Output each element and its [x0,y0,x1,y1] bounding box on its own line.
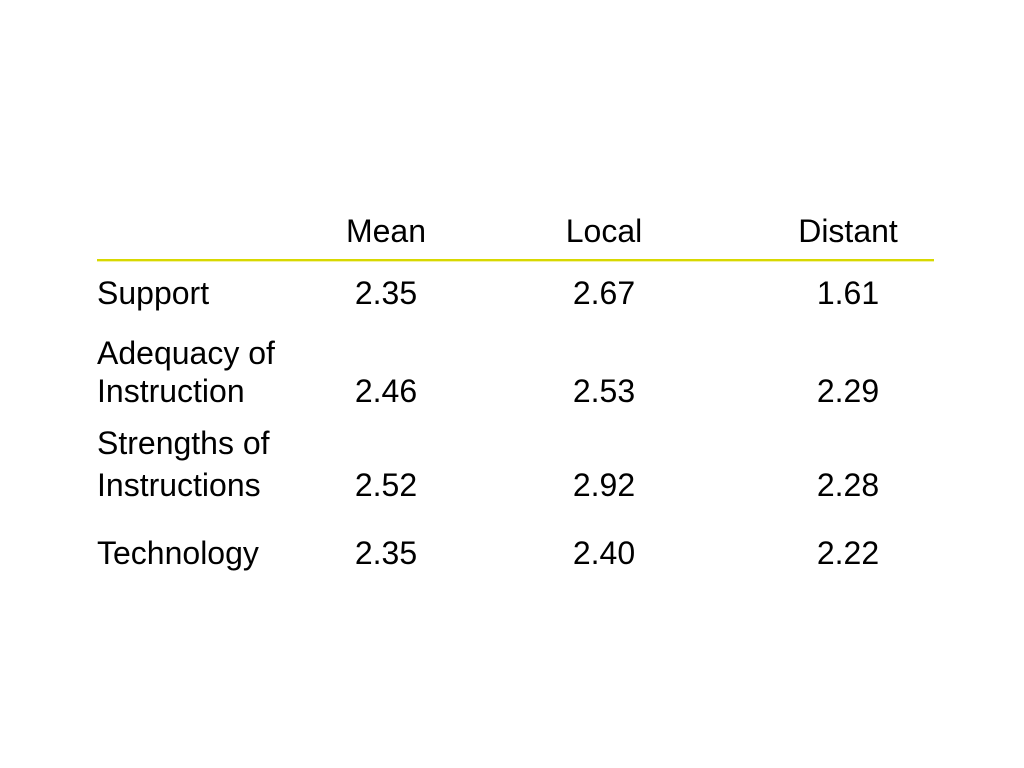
row-label-strengths-line1: Strengths of [97,425,270,461]
cell-adequacy-local: 2.53 [572,373,636,409]
cell-strengths-distant: 2.28 [816,467,880,503]
cell-technology-mean: 2.35 [354,535,418,571]
column-header-mean: Mean [345,213,427,249]
cell-support-distant: 1.61 [816,275,880,311]
row-label-adequacy-line2: Instruction [97,373,245,409]
row-label-strengths-line2: Instructions [97,467,261,503]
row-label-support: Support [97,275,210,311]
cell-strengths-local: 2.92 [572,467,636,503]
cell-strengths-mean: 2.52 [354,467,418,503]
header-divider [97,259,934,262]
column-header-local: Local [565,213,643,249]
cell-technology-distant: 2.22 [816,535,880,571]
cell-adequacy-distant: 2.29 [816,373,880,409]
cell-support-mean: 2.35 [354,275,418,311]
cell-adequacy-mean: 2.46 [354,373,418,409]
row-label-technology: Technology [97,535,259,571]
cell-technology-local: 2.40 [572,535,636,571]
column-header-distant: Distant [798,213,898,249]
row-label-adequacy-line1: Adequacy of [97,335,275,371]
cell-support-local: 2.67 [572,275,636,311]
